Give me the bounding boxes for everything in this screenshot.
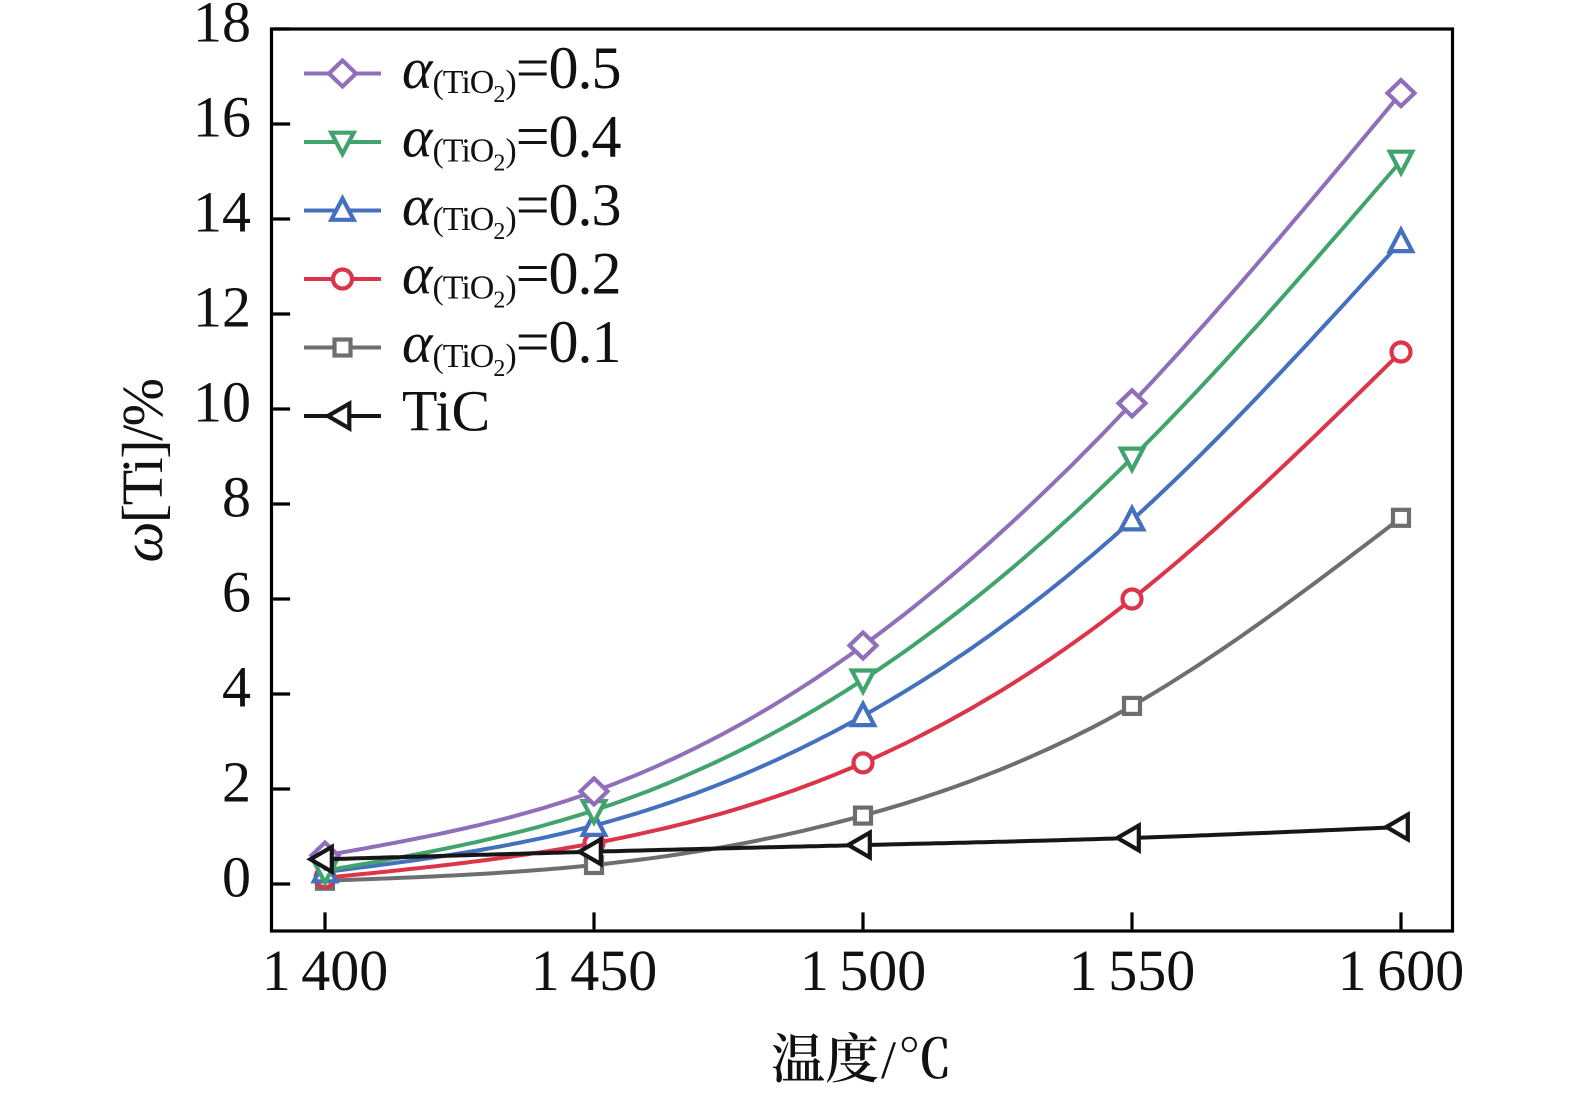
svg-text:2: 2 bbox=[222, 750, 251, 815]
svg-text:1 500: 1 500 bbox=[800, 938, 927, 1003]
svg-text:1 450: 1 450 bbox=[531, 938, 658, 1003]
svg-text:6: 6 bbox=[222, 560, 251, 625]
svg-text:α(TiO2)=0.4: α(TiO2)=0.4 bbox=[402, 104, 622, 177]
svg-text:1 400: 1 400 bbox=[262, 938, 389, 1003]
svg-text:α(TiO2)=0.5: α(TiO2)=0.5 bbox=[402, 35, 621, 108]
svg-text:8: 8 bbox=[222, 465, 251, 530]
svg-text:10: 10 bbox=[193, 370, 251, 435]
svg-text:α(TiO2)=0.1: α(TiO2)=0.1 bbox=[402, 309, 621, 382]
svg-text:4: 4 bbox=[222, 655, 251, 720]
svg-text:α(TiO2)=0.3: α(TiO2)=0.3 bbox=[402, 172, 621, 245]
svg-text:14: 14 bbox=[193, 180, 251, 245]
svg-text:0: 0 bbox=[222, 845, 251, 910]
svg-text:1 550: 1 550 bbox=[1069, 938, 1196, 1003]
svg-text:/: / bbox=[881, 1030, 896, 1090]
svg-text:1 600: 1 600 bbox=[1338, 938, 1465, 1003]
svg-text:α(TiO2)=0.2: α(TiO2)=0.2 bbox=[402, 241, 621, 314]
svg-text:16: 16 bbox=[193, 85, 251, 150]
svg-text:TiC: TiC bbox=[402, 379, 490, 444]
svg-text:12: 12 bbox=[193, 275, 251, 340]
svg-text:ω[Ti]/%: ω[Ti]/% bbox=[110, 379, 175, 562]
svg-text:18: 18 bbox=[193, 0, 251, 55]
